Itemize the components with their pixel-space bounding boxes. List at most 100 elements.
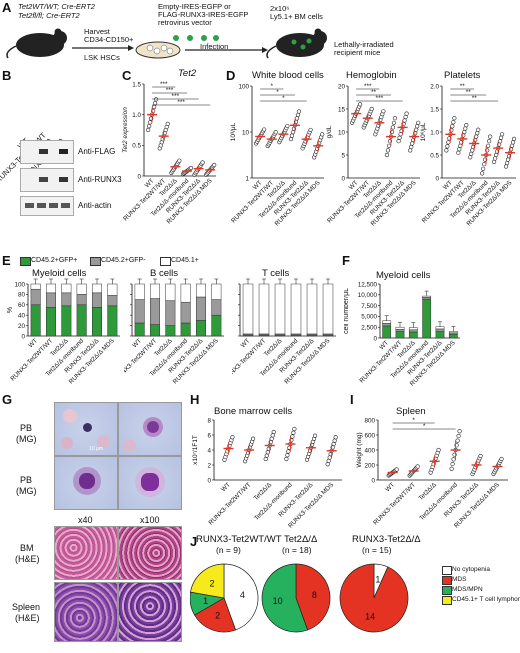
bar-segment [149,324,161,337]
data-point [295,112,301,118]
panel-c-title: Tet2 [178,68,197,79]
mouse-label-1: Tet2WT/WT; Cre-ERT2 [18,2,95,11]
pie-slice [261,563,309,633]
g-row1-sub: (MG) [16,434,37,444]
bar-segment [408,327,418,331]
data-point [270,433,275,438]
data-point [177,158,182,163]
data-point [450,461,455,467]
bar-segment [195,283,207,298]
data-point [333,435,338,440]
data-point [269,436,274,441]
data-point [369,106,374,112]
myeloid-count-chart: 12,500 10,000 7,500 5,000 2,500 0 cell number/… [344,281,460,387]
sig-label: * [423,423,426,430]
cells-label-1: 2x10⁶ [270,4,290,13]
bar-segment [45,307,57,337]
y-tick-label: 2,500 [361,325,377,332]
bar-segment [165,325,176,337]
y-tick-label: 100 [14,281,25,288]
y-tick-label: 5,000 [361,314,377,321]
bar-segment [61,283,72,294]
pie-legend-swatch [442,596,452,605]
sig-label: * [282,95,285,102]
spleen-he-40 [54,582,118,642]
data-point [481,166,486,171]
bar-segment [395,329,405,332]
g-row3-label: BM [20,543,34,553]
bar-segment [61,305,72,337]
g-row1-label: PB [20,423,33,433]
y-tick-label: 15 [338,106,346,113]
data-point [358,102,363,107]
data-point [288,136,294,142]
data-point [450,124,455,129]
y-tick-label: 60 [18,302,26,309]
bar-segment [134,283,145,300]
pie-legend-swatch [442,586,452,595]
panel-letter-b: B [2,68,12,83]
y-tick-label: 0 [207,477,211,484]
data-point [446,140,451,145]
pb-micrograph-4 [118,456,182,510]
bar-segment [45,283,57,294]
pie3-title: RUNX3-Tet2Δ/Δ [352,534,421,545]
sig-label: *** [376,95,384,102]
sig-label: *** [166,87,174,94]
y-axis-label: 10⁶/μL [420,122,427,141]
bar-segment [76,294,87,306]
sig-label: * [276,89,279,96]
panel-letter-a: A [2,0,12,15]
i-title: Spleen [396,406,426,417]
data-point [250,436,256,441]
recipient-label-1: Lethally-irradiated [334,40,394,49]
data-point [468,155,473,160]
blot-runx3 [20,168,74,192]
h-title: Bone marrow cells [214,406,293,417]
data-point [396,139,401,144]
pb-micrograph-2 [118,402,182,456]
bar-segment [30,288,41,306]
panel-letter-i: I [350,392,354,407]
data-point [492,156,498,161]
g-row2-label: PB [20,475,33,485]
x-tick-label: WT [442,179,454,191]
data-point [464,122,469,128]
sig-label: ** [371,89,377,96]
data-point [474,134,479,139]
y-axis-label: x10⁷/1F1T [192,435,199,465]
data-point [296,109,302,114]
data-point [385,148,391,153]
x-tick-label: WT [378,339,390,351]
blot-flag [20,140,74,164]
data-point [146,127,151,133]
data-point [285,123,290,129]
data-point [391,120,397,125]
data-point [410,141,415,146]
x-tick-label: WT [252,179,264,191]
bar-segment [195,320,207,337]
y-tick-label: 5 [341,152,345,159]
pie-slice [223,563,259,631]
donor-mouse-icon [6,28,67,59]
bar-segment [382,320,392,324]
legend-cd451: CD45.1+ [171,257,199,264]
bar-segment [306,283,318,335]
data-point [264,453,269,458]
sig-label: ** [472,95,478,102]
bar-segment [435,326,445,330]
data-point [384,152,390,158]
data-point [394,467,399,472]
bar-segment [134,322,145,337]
y-tick-label: 0.5 [430,152,439,159]
bar-segment [422,297,432,300]
plt-title: Platelets [444,70,481,81]
data-point [292,426,297,432]
bar-segment [408,331,418,339]
data-point [482,162,487,167]
pie2-title: Tet2Δ/Δ [284,534,318,545]
pie-slice-label: 1 [203,596,208,606]
blot-label-runx3: Anti-RUNX3 [78,175,122,184]
y-axis-label: % [7,307,14,313]
